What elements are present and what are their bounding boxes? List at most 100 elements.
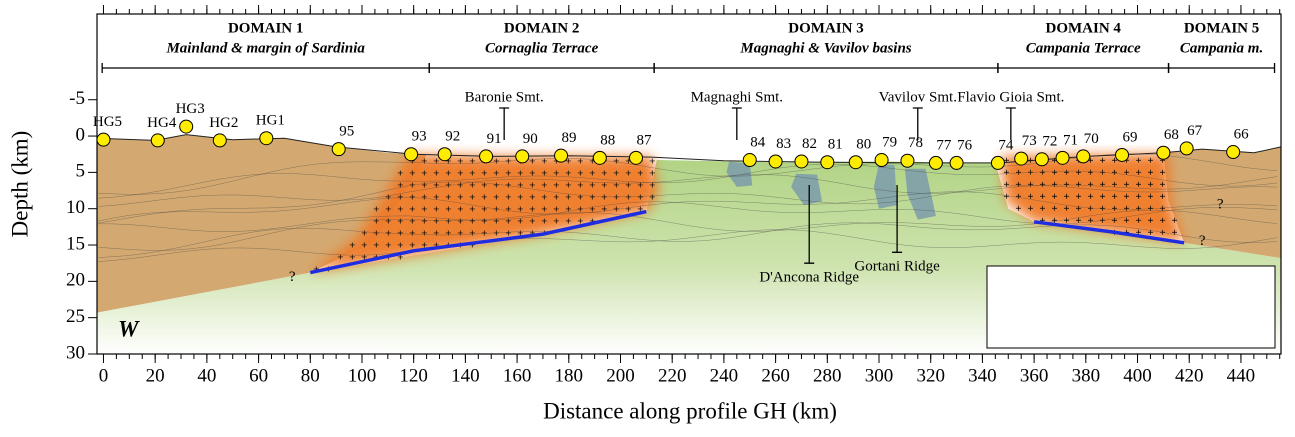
station: [151, 134, 164, 147]
domain-subtitle: Magnaghi & Vavilov basins: [739, 40, 911, 56]
x-tick-label: 260: [761, 365, 790, 386]
station: [1056, 151, 1069, 164]
x-tick-label: 80: [301, 365, 320, 386]
station: [213, 134, 226, 147]
domain-title: DOMAIN 1: [228, 20, 303, 36]
y-tick-label: 30: [66, 342, 85, 363]
station-label: 74: [998, 137, 1014, 153]
x-tick-label: 20: [146, 365, 165, 386]
station-label: 67: [1187, 123, 1203, 139]
station-label: HG3: [176, 101, 205, 117]
x-tick-label: 440: [1227, 365, 1256, 386]
domain-title: DOMAIN 5: [1184, 20, 1259, 36]
domain-subtitle: Campania Terrace: [1026, 40, 1141, 56]
x-tick-label: 320: [916, 365, 945, 386]
x-tick-label: 400: [1123, 365, 1152, 386]
station: [260, 132, 273, 145]
question-mark: ?: [1199, 233, 1206, 249]
station-label: 80: [856, 137, 871, 153]
seamount-label: Baronie Smt.: [465, 89, 544, 105]
x-tick-label: 180: [555, 365, 584, 386]
station-label: HG2: [209, 115, 238, 131]
station-label: 84: [750, 134, 766, 150]
domain-bracket: [654, 63, 998, 73]
y-tick-label: 25: [66, 306, 85, 327]
seamount-label: Vavilov Smt.: [879, 89, 957, 105]
y-tick-label: 20: [66, 270, 85, 291]
seamount-marker: [732, 108, 742, 140]
x-tick-label: 100: [348, 365, 377, 386]
station: [743, 154, 756, 167]
y-tick-label: 10: [66, 197, 85, 218]
seamount-label: Magnaghi Smt.: [691, 89, 784, 105]
station: [593, 151, 606, 164]
station: [480, 150, 493, 163]
station-label: 78: [908, 135, 923, 151]
station-label: 68: [1164, 127, 1179, 143]
station: [950, 156, 963, 169]
station: [1180, 142, 1193, 155]
chart: 0204060801001201401601802002202402602803…: [0, 0, 1295, 432]
x-tick-label: 220: [658, 365, 687, 386]
station-label: 72: [1042, 134, 1057, 150]
station-label: 90: [523, 131, 538, 147]
domain-subtitle: Cornaglia Terrace: [485, 40, 599, 56]
x-tick-label: 380: [1072, 365, 1101, 386]
domain-subtitle: Mainland & margin of Sardinia: [165, 40, 365, 56]
station: [849, 156, 862, 169]
x-tick-label: 120: [399, 365, 428, 386]
station-label: 92: [445, 129, 460, 145]
y-axis-label: Depth (km): [7, 131, 32, 238]
station: [332, 143, 345, 156]
legend-box: [987, 266, 1275, 348]
station-label: 77: [936, 137, 952, 153]
y-tick-label: 0: [76, 124, 86, 145]
station: [795, 155, 808, 168]
x-tick-label: 160: [503, 365, 532, 386]
x-tick-label: 420: [1175, 365, 1204, 386]
x-tick-label: 40: [197, 365, 216, 386]
x-tick-label: 280: [813, 365, 842, 386]
x-tick-label: 200: [606, 365, 635, 386]
west-label: W: [118, 316, 140, 341]
station-label: 76: [957, 137, 973, 153]
station: [821, 156, 834, 169]
station: [97, 133, 110, 146]
domain-title: DOMAIN 2: [504, 20, 579, 36]
station-label: 66: [1234, 126, 1250, 142]
x-axis-label: Distance along profile GH (km): [543, 398, 837, 423]
station: [991, 156, 1004, 169]
y-tick-label: 5: [76, 161, 86, 182]
station: [555, 149, 568, 162]
station: [180, 120, 193, 133]
station: [1077, 150, 1090, 163]
ridge-label: D'Ancona Ridge: [759, 270, 859, 286]
station: [769, 155, 782, 168]
x-tick-label: 300: [865, 365, 894, 386]
domain-bracket: [102, 63, 429, 73]
station: [1157, 146, 1170, 159]
station: [901, 154, 914, 167]
station-label: 79: [882, 134, 897, 150]
x-tick-label: 340: [968, 365, 997, 386]
station-label: 71: [1063, 132, 1078, 148]
y-tick-label: 15: [66, 233, 85, 254]
y-tick-label: -5: [69, 88, 85, 109]
x-tick-label: 0: [99, 365, 109, 386]
station-label: 88: [600, 132, 615, 148]
x-tick-label: 360: [1020, 365, 1049, 386]
station-label: 69: [1123, 129, 1138, 145]
domain-bracket: [998, 63, 1169, 73]
station-label: 95: [339, 124, 354, 140]
seamount-label: Flavio Gioia Smt.: [957, 89, 1064, 105]
domain-title: DOMAIN 3: [788, 20, 863, 36]
x-tick-label: 140: [451, 365, 480, 386]
station-label: 82: [802, 136, 817, 152]
station-label: 87: [637, 132, 653, 148]
station-label: HG1: [256, 113, 285, 129]
ridge-label: Gortani Ridge: [854, 259, 940, 275]
station: [405, 148, 418, 161]
domain-bracket: [429, 63, 654, 73]
domain-title: DOMAIN 4: [1046, 20, 1122, 36]
station-label: 89: [562, 130, 577, 146]
